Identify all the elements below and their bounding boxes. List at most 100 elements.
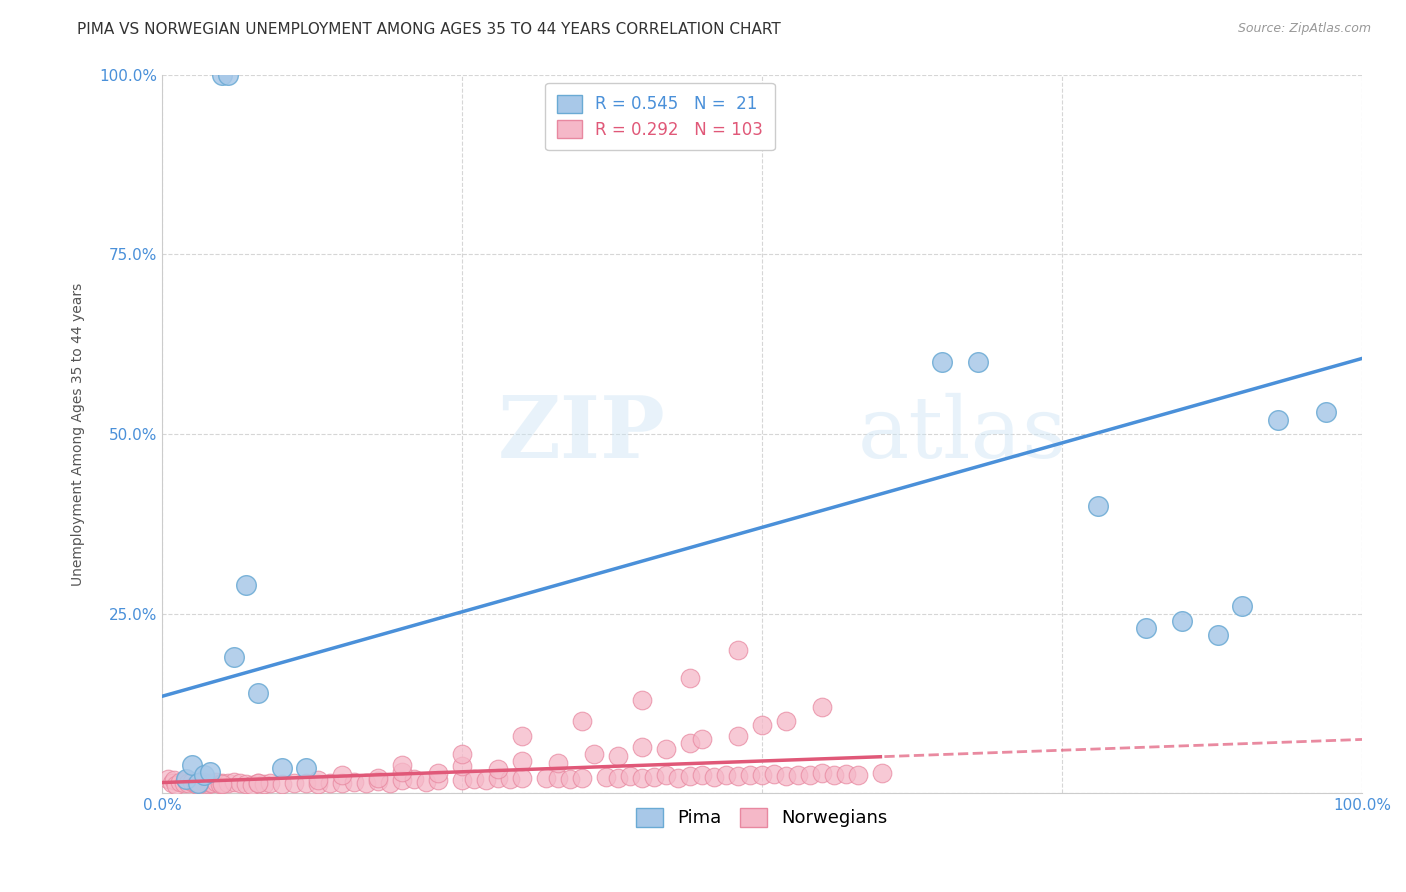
Point [208,777,231,791]
Point [811,766,834,780]
Point [607,771,630,785]
Point [727,729,749,743]
Point [619,769,641,783]
Point [173,776,195,790]
Point [391,773,413,788]
Point [714,768,737,782]
Point [169,775,191,789]
Y-axis label: Unemployment Among Ages 35 to 44 years: Unemployment Among Ages 35 to 44 years [72,282,86,585]
Point [486,762,509,776]
Point [762,767,785,781]
Point [666,771,689,785]
Point [253,777,276,791]
Point [643,770,665,784]
Point [187,778,209,792]
Point [160,775,183,789]
Point [571,771,593,785]
Point [415,775,437,789]
Point [330,775,353,789]
Point [354,776,377,790]
Point [391,764,413,779]
Point [631,771,654,785]
Text: atlas: atlas [858,392,1067,475]
Point [679,769,702,783]
Point [1171,614,1194,628]
Point [198,775,221,789]
Point [787,767,810,781]
Point [271,761,294,775]
Point [181,757,204,772]
Point [235,578,257,592]
Point [240,778,263,792]
Point [738,767,761,781]
Point [571,714,593,729]
Point [510,754,533,768]
Point [451,773,474,788]
Point [229,776,252,790]
Point [679,736,702,750]
Point [451,747,474,761]
Point [190,776,212,790]
Point [607,748,630,763]
Point [1267,412,1289,426]
Point [246,775,269,789]
Point [1315,405,1337,419]
Point [823,768,845,782]
Point [499,772,522,786]
Point [1206,628,1229,642]
Point [679,671,702,685]
Point [967,355,990,369]
Point [211,775,233,789]
Text: ZIP: ZIP [498,392,666,476]
Point [427,766,450,780]
Point [775,714,797,729]
Point [558,772,581,786]
Point [222,775,245,789]
Point [193,768,215,782]
Point [156,772,179,786]
Point [751,768,773,782]
Point [475,772,498,787]
Point [246,686,269,700]
Point [655,741,678,756]
Point [595,770,617,784]
Point [319,776,342,790]
Point [486,771,509,785]
Point [174,772,197,786]
Point [283,776,305,790]
Point [343,775,366,789]
Point [547,756,569,771]
Point [367,774,389,789]
Legend: Pima, Norwegians: Pima, Norwegians [628,800,896,835]
Point [727,642,749,657]
Point [187,775,209,789]
Point [1135,621,1157,635]
Point [181,775,204,789]
Point [163,773,186,788]
Point [751,718,773,732]
Point [582,747,605,761]
Point [217,68,239,82]
Point [727,769,749,783]
Point [534,771,557,785]
Point [378,775,401,789]
Point [295,761,318,775]
Point [846,767,869,781]
Point [211,777,233,791]
Point [187,775,209,789]
Point [271,777,294,791]
Point [690,767,713,781]
Point [177,775,200,789]
Point [427,772,450,787]
Point [201,776,224,790]
Point [703,770,725,784]
Point [330,768,353,782]
Point [402,772,425,786]
Point [799,768,821,782]
Point [547,771,569,785]
Point [235,777,257,791]
Point [211,68,233,82]
Point [307,777,329,791]
Point [510,771,533,785]
Point [259,775,281,789]
